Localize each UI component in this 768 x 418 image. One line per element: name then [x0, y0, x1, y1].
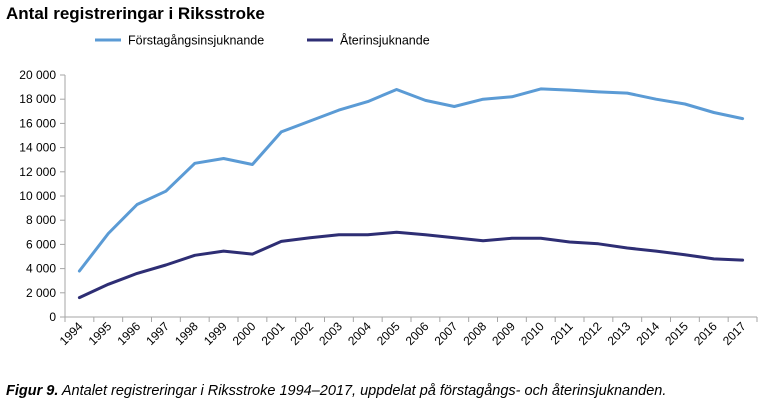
x-tick-label: 2012: [576, 319, 605, 348]
figure-caption: Figur 9. Antalet registreringar i Riksst…: [6, 383, 666, 399]
series-1-point: [107, 232, 110, 235]
y-tick-label: 18 000: [19, 92, 56, 106]
series-2-point: [337, 233, 341, 236]
line-chart: Förstagångsinsjuknande Återinsjuknande 0 2…: [19, 33, 758, 348]
y-tick-label: 12 000: [19, 165, 56, 179]
x-tick-label: 2011: [548, 319, 576, 347]
series-2-point: [280, 240, 283, 243]
x-tick-label: 2014: [633, 319, 662, 348]
series-2-point: [712, 257, 715, 261]
x-tick-label: 2004: [345, 319, 374, 348]
x-tick-label: 2007: [432, 319, 461, 348]
x-tick-label: 1994: [57, 319, 86, 348]
series-2-point: [510, 237, 514, 240]
series-1-point: [481, 98, 485, 101]
series-2-point: [453, 236, 456, 239]
series-1-point: [164, 189, 168, 193]
series-2-point: [683, 253, 687, 256]
series-2-point: [78, 296, 81, 299]
series-1-point: [251, 163, 254, 166]
series-line-2: [77, 230, 745, 300]
series-line-1: [77, 87, 745, 273]
y-tick-label: 10 000: [19, 189, 56, 203]
chart-title: Antal registreringar i Riksstroke: [6, 4, 265, 23]
series-2-point: [135, 272, 139, 275]
series-2-point: [597, 242, 600, 245]
series-2-point: [193, 254, 196, 257]
series-2-point: [164, 263, 168, 267]
caption-label: Figur 9.: [6, 383, 59, 399]
series-1-point: [510, 95, 514, 98]
series-1-point: [597, 90, 600, 94]
caption-text: Antalet registreringar i Riksstroke 1994…: [58, 383, 667, 399]
x-tick-label: 1995: [86, 319, 115, 348]
x-tick-label: 2006: [403, 319, 432, 348]
series-1-point: [337, 108, 341, 112]
series-2-point: [222, 249, 225, 253]
legend-label-1: Förstagångsinsjuknande: [128, 34, 264, 48]
series-1-point: [308, 119, 312, 123]
series-1-point: [193, 162, 196, 165]
series-2-point: [568, 240, 571, 244]
series-1-point: [280, 130, 283, 134]
x-tick-label: 2015: [662, 319, 691, 348]
y-tick-label: 2 000: [26, 286, 56, 300]
x-tick-label: 2000: [230, 319, 259, 348]
y-tick-label: 20 000: [19, 68, 56, 82]
x-tick-label: 1997: [143, 319, 172, 348]
x-tick-label: 2005: [374, 319, 403, 348]
series-1-point: [366, 100, 369, 103]
x-tick-label: 2016: [691, 319, 720, 348]
series-1-point: [654, 98, 658, 101]
series-1-point: [568, 88, 571, 92]
y-tick-label: 14 000: [19, 141, 56, 155]
legend: Förstagångsinsjuknande Återinsjuknande: [95, 33, 430, 48]
series-1-point: [712, 111, 715, 114]
series-2-point: [366, 233, 369, 236]
series-2-point: [539, 237, 542, 240]
series-1-point: [683, 102, 687, 106]
series-1-point: [626, 91, 629, 95]
series-1-point: [395, 88, 398, 91]
legend-label-2: Återinsjuknande: [340, 33, 430, 48]
y-tick-label: 8 000: [26, 213, 56, 227]
y-tick-label: 6 000: [26, 237, 56, 251]
series-1-point: [453, 105, 456, 108]
series-1-point: [135, 203, 139, 206]
series-1-point: [78, 269, 81, 273]
series-2-point: [654, 249, 658, 253]
series-1-point: [424, 99, 427, 102]
series-1-point: [741, 117, 744, 120]
series-2-point: [308, 236, 312, 239]
x-tick-label: 2017: [720, 319, 749, 348]
series-layer: [77, 87, 745, 300]
chart-axes: 0 2 000 4 000 6 000 8 000 10 000 12 000 14 000 1…: [19, 68, 758, 348]
series-1-point: [222, 157, 225, 160]
series-2-point: [424, 233, 427, 236]
series-1-point: [539, 87, 542, 91]
y-tick-label: 4 000: [26, 262, 56, 276]
x-tick-label: 2013: [605, 319, 634, 348]
series-2-point: [626, 246, 629, 250]
series-2-point: [395, 231, 398, 234]
series-2-point: [481, 239, 485, 242]
x-tick-label: 2008: [460, 319, 489, 348]
x-tick-label: 2001: [259, 319, 288, 348]
x-tick-label: 2003: [316, 319, 345, 348]
x-tick-label: 2002: [287, 319, 316, 348]
x-tick-label: 1999: [201, 319, 230, 348]
x-tick-label: 2010: [518, 319, 547, 348]
y-tick-label: 16 000: [19, 116, 56, 130]
x-tick-label: 2009: [489, 319, 518, 348]
x-tick-label: 1998: [172, 319, 201, 348]
y-tick-label: 0: [49, 310, 56, 324]
series-2-point: [251, 252, 254, 256]
series-2-point: [107, 283, 110, 286]
series-2-point: [741, 258, 744, 262]
x-tick-label: 1996: [114, 319, 143, 348]
